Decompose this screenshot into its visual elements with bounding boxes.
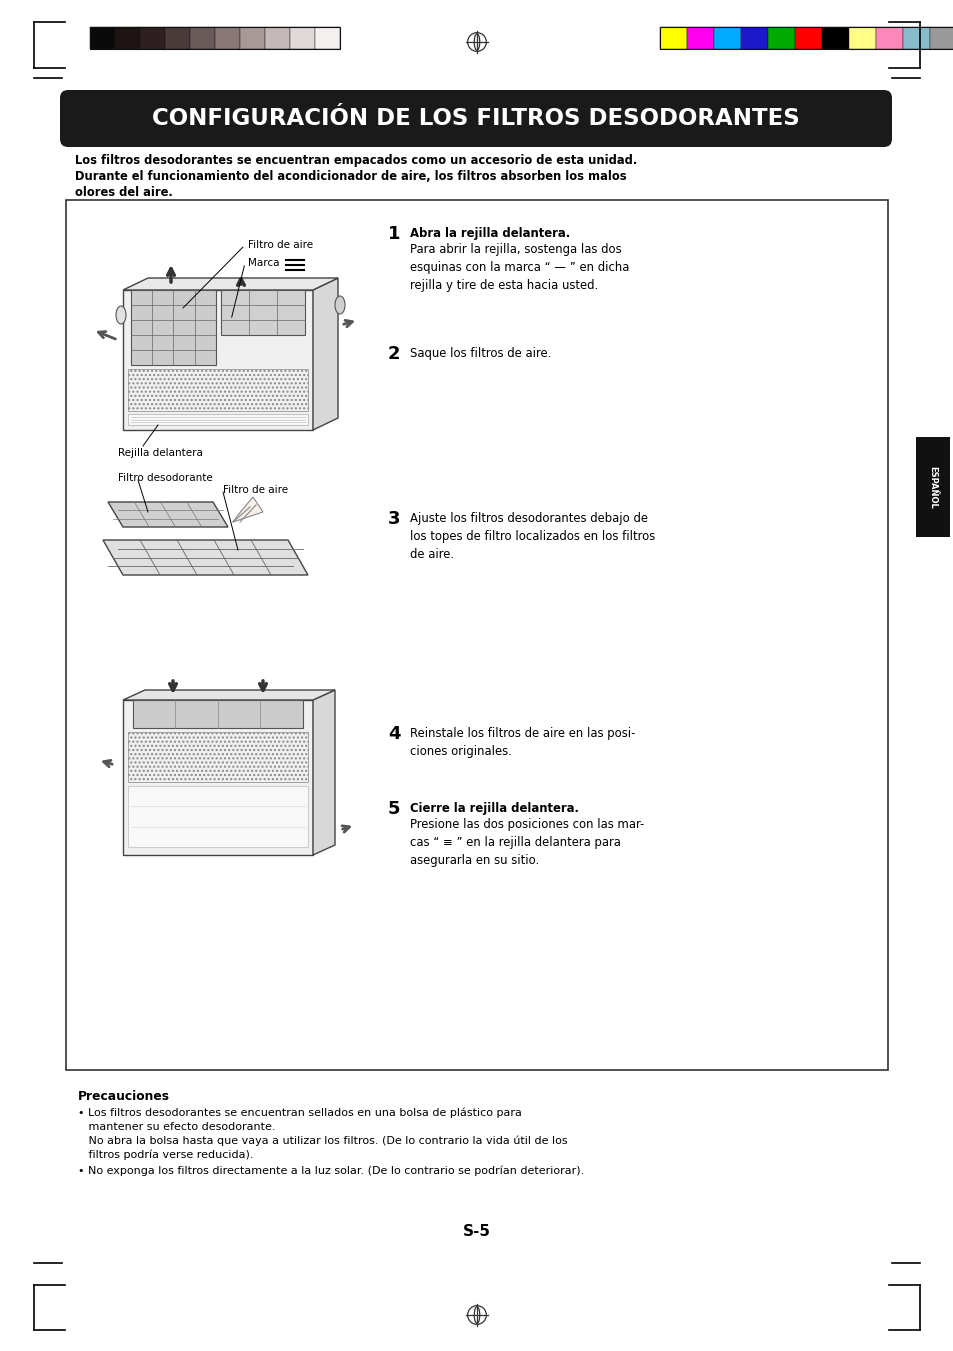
Text: • No exponga los filtros directamente a la luz solar. (De lo contrario se podría: • No exponga los filtros directamente a … <box>78 1166 583 1177</box>
Text: Filtro de aire: Filtro de aire <box>223 485 288 494</box>
Bar <box>128 413 308 426</box>
Bar <box>686 27 713 49</box>
Text: Los filtros desodorantes se encuentran empacados como un accesorio de esta unida: Los filtros desodorantes se encuentran e… <box>75 154 637 168</box>
Bar <box>290 27 314 49</box>
Text: Abra la rejilla delantera.: Abra la rejilla delantera. <box>410 227 570 240</box>
Polygon shape <box>103 540 308 576</box>
Bar <box>190 27 214 49</box>
Bar <box>115 27 140 49</box>
Bar <box>915 436 949 536</box>
Text: Reinstale los filtros de aire en las posi-
ciones originales.: Reinstale los filtros de aire en las pos… <box>410 727 635 758</box>
Polygon shape <box>313 278 337 430</box>
Bar <box>165 27 190 49</box>
Bar <box>140 27 165 49</box>
Polygon shape <box>233 497 263 521</box>
Text: Saque los filtros de aire.: Saque los filtros de aire. <box>410 347 551 359</box>
Text: Filtro de aire: Filtro de aire <box>248 240 313 250</box>
Polygon shape <box>313 690 335 855</box>
Text: Para abrir la rejilla, sostenga las dos
esquinas con la marca “ — ” en dicha
rej: Para abrir la rejilla, sostenga las dos … <box>410 243 629 292</box>
FancyBboxPatch shape <box>60 91 891 147</box>
Bar <box>794 27 821 49</box>
Bar <box>214 27 240 49</box>
Bar <box>713 27 740 49</box>
Text: Cierre la rejilla delantera.: Cierre la rejilla delantera. <box>410 802 578 815</box>
Text: Precauciones: Precauciones <box>78 1090 170 1102</box>
Text: ESPAÑOL: ESPAÑOL <box>927 466 937 508</box>
Bar <box>66 200 887 1070</box>
Bar <box>128 786 308 847</box>
Bar <box>240 27 265 49</box>
Text: 1: 1 <box>388 226 400 243</box>
Text: olores del aire.: olores del aire. <box>75 186 172 199</box>
Text: • Los filtros desodorantes se encuentran sellados en una bolsa de plástico para: • Los filtros desodorantes se encuentran… <box>78 1108 521 1119</box>
Text: Rejilla delantera: Rejilla delantera <box>118 449 203 458</box>
Bar <box>221 290 305 335</box>
Bar <box>821 27 848 49</box>
Bar <box>90 27 115 49</box>
Bar <box>902 27 929 49</box>
Bar <box>90 27 339 49</box>
Bar <box>128 369 308 411</box>
Bar <box>875 27 902 49</box>
Bar <box>131 290 215 365</box>
Bar <box>767 27 794 49</box>
Text: CONFIGURACIÓN DE LOS FILTROS DESODORANTES: CONFIGURACIÓN DE LOS FILTROS DESODORANTE… <box>152 107 799 130</box>
Bar <box>848 27 875 49</box>
Text: S-5: S-5 <box>462 1224 491 1239</box>
Bar <box>740 27 767 49</box>
Polygon shape <box>123 690 335 700</box>
Ellipse shape <box>116 305 126 324</box>
Text: Filtro desodorante: Filtro desodorante <box>118 473 213 484</box>
Bar <box>314 27 339 49</box>
Text: 2: 2 <box>388 345 400 363</box>
Bar <box>659 27 686 49</box>
Bar <box>123 700 313 855</box>
Bar <box>929 27 953 49</box>
Text: 5: 5 <box>388 800 400 817</box>
Bar <box>659 27 953 49</box>
Polygon shape <box>123 278 337 290</box>
Text: Marca: Marca <box>248 258 279 267</box>
Text: Presione las dos posiciones con las mar-
cas “ ≡ ” en la rejilla delantera para
: Presione las dos posiciones con las mar-… <box>410 817 643 867</box>
Polygon shape <box>108 503 228 527</box>
Text: Ajuste los filtros desodorantes debajo de
los topes de filtro localizados en los: Ajuste los filtros desodorantes debajo d… <box>410 512 655 561</box>
Text: filtros podría verse reducida).: filtros podría verse reducida). <box>78 1150 253 1161</box>
Bar <box>128 732 308 782</box>
Text: 4: 4 <box>388 725 400 743</box>
Text: Durante el funcionamiento del acondicionador de aire, los filtros absorben los m: Durante el funcionamiento del acondicion… <box>75 170 626 182</box>
Polygon shape <box>123 290 313 430</box>
Bar <box>265 27 290 49</box>
Text: 3: 3 <box>388 509 400 528</box>
Bar <box>132 700 303 728</box>
Ellipse shape <box>335 296 345 313</box>
Text: No abra la bolsa hasta que vaya a utilizar los filtros. (De lo contrario la vida: No abra la bolsa hasta que vaya a utiliz… <box>78 1136 567 1147</box>
Text: mantener su efecto desodorante.: mantener su efecto desodorante. <box>78 1121 275 1132</box>
